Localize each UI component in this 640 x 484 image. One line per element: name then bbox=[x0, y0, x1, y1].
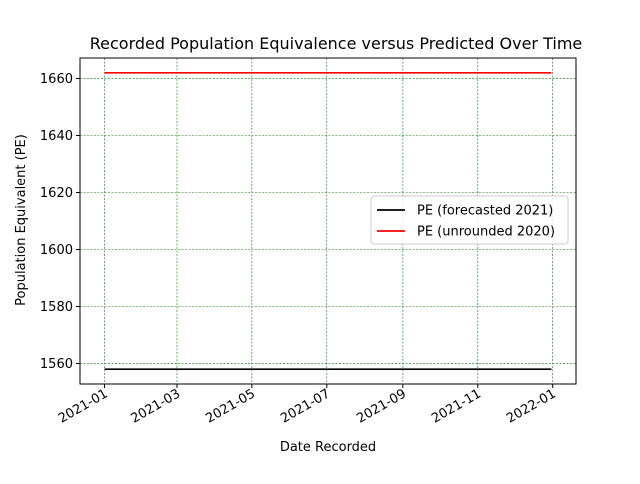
x-tick-label: 2021-07 bbox=[278, 386, 333, 426]
x-tick-label: 2021-05 bbox=[203, 386, 258, 426]
y-tick-label: 1640 bbox=[40, 129, 73, 144]
x-tick-label: 2021-11 bbox=[429, 386, 484, 426]
legend-label-0: PE (forecasted 2021) bbox=[417, 204, 553, 219]
series-lines bbox=[104, 72, 552, 370]
y-tick-label: 1620 bbox=[40, 186, 73, 201]
plot-area-frame bbox=[79, 57, 577, 385]
y-tick-label: 1600 bbox=[40, 243, 73, 258]
chart-title: Recorded Population Equivalence versus P… bbox=[90, 34, 583, 53]
chart-legend: PE (forecasted 2021) PE (unrounded 2020) bbox=[370, 195, 569, 245]
x-tick-label: 2022-01 bbox=[504, 386, 559, 426]
y-tick-label: 1560 bbox=[40, 357, 73, 372]
x-tick-label: 2021-01 bbox=[56, 386, 111, 426]
x-tick-label: 2021-09 bbox=[354, 386, 409, 426]
y-tick-label: 1580 bbox=[40, 300, 73, 315]
x-axis-ticks: 2021-01 2021-03 2021-05 2021-07 2021-09 2021-… bbox=[56, 384, 559, 427]
legend-label-1: PE (unrounded 2020) bbox=[417, 225, 555, 240]
y-axis-label: Population Equivalent (PE) bbox=[14, 134, 29, 306]
y-tick-label: 1660 bbox=[40, 72, 73, 87]
x-axis-label: Date Recorded bbox=[280, 440, 376, 455]
y-axis-ticks: 1560 1580 1600 1620 1640 1660 bbox=[40, 72, 80, 372]
x-tick-label: 2021-03 bbox=[128, 386, 183, 426]
legend-box bbox=[370, 195, 569, 245]
